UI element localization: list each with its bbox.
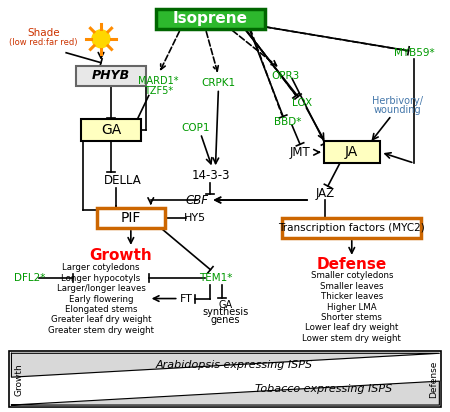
Text: HY5: HY5 [184,213,206,223]
Text: BBD*: BBD* [274,117,302,127]
Text: Early flowering: Early flowering [69,295,133,304]
Text: genes: genes [211,316,240,325]
Text: CBF: CBF [185,194,208,206]
Text: PHYB: PHYB [92,69,130,82]
Text: LOX: LOX [292,98,312,108]
Text: wounding: wounding [374,105,421,115]
Text: (low red:far red): (low red:far red) [9,38,77,47]
Text: Thicker leaves: Thicker leaves [321,292,383,301]
Text: TZF5*: TZF5* [144,86,173,96]
Text: Defense: Defense [317,257,387,272]
Text: OPR3: OPR3 [271,70,299,81]
Text: 14-3-3: 14-3-3 [191,169,230,182]
Text: Tobacco expressing ISPS: Tobacco expressing ISPS [255,384,392,394]
Text: JA: JA [345,145,358,159]
Circle shape [92,30,110,48]
Text: Lower stem dry weight: Lower stem dry weight [302,334,401,343]
Text: Lower leaf dry weight: Lower leaf dry weight [305,323,398,332]
Text: JAZ: JAZ [315,187,334,199]
Text: Shorter stems: Shorter stems [321,313,382,322]
FancyBboxPatch shape [81,119,141,141]
Text: Greater stem dry weight: Greater stem dry weight [48,326,154,335]
FancyBboxPatch shape [156,9,265,29]
Text: Elongated stems: Elongated stems [65,305,137,314]
Text: JMT: JMT [290,146,310,159]
Text: synthesis: synthesis [202,307,248,318]
Text: Defense: Defense [429,360,438,398]
Text: Longer hypocotyls: Longer hypocotyls [61,274,140,283]
Text: TEM1*: TEM1* [199,273,232,283]
Text: DFL2*: DFL2* [14,273,45,283]
Text: MYB59*: MYB59* [394,48,435,58]
Text: FT: FT [180,294,193,304]
Text: Arabidopsis expressing ISPS: Arabidopsis expressing ISPS [156,360,313,370]
FancyBboxPatch shape [76,66,146,86]
Text: Growth: Growth [90,248,152,263]
Text: COP1: COP1 [181,123,210,133]
FancyBboxPatch shape [282,218,422,238]
Text: Smaller cotyledons: Smaller cotyledons [310,271,393,280]
Text: Herbivory/: Herbivory/ [372,96,423,105]
Text: PIF: PIF [121,211,141,225]
Text: Transcription factors (MYC2): Transcription factors (MYC2) [279,223,425,233]
Text: Isoprene: Isoprene [173,12,248,26]
Text: CRPK1: CRPK1 [201,77,235,88]
Text: GA: GA [101,123,121,137]
Text: Higher LMA: Higher LMA [327,302,377,311]
Text: Smaller leaves: Smaller leaves [320,282,383,290]
Text: Larger/longer leaves: Larger/longer leaves [57,284,145,293]
Polygon shape [11,353,439,377]
FancyBboxPatch shape [324,141,380,163]
Text: GA: GA [218,300,233,309]
Text: DELLA: DELLA [104,173,142,187]
Text: Growth: Growth [15,363,24,396]
Polygon shape [11,381,439,405]
FancyBboxPatch shape [97,208,165,228]
Text: Larger cotyledons: Larger cotyledons [62,263,140,272]
Text: Shade: Shade [27,28,59,38]
Text: MARD1*: MARD1* [139,76,179,86]
Text: Greater leaf dry weight: Greater leaf dry weight [51,316,151,324]
FancyBboxPatch shape [9,351,441,407]
